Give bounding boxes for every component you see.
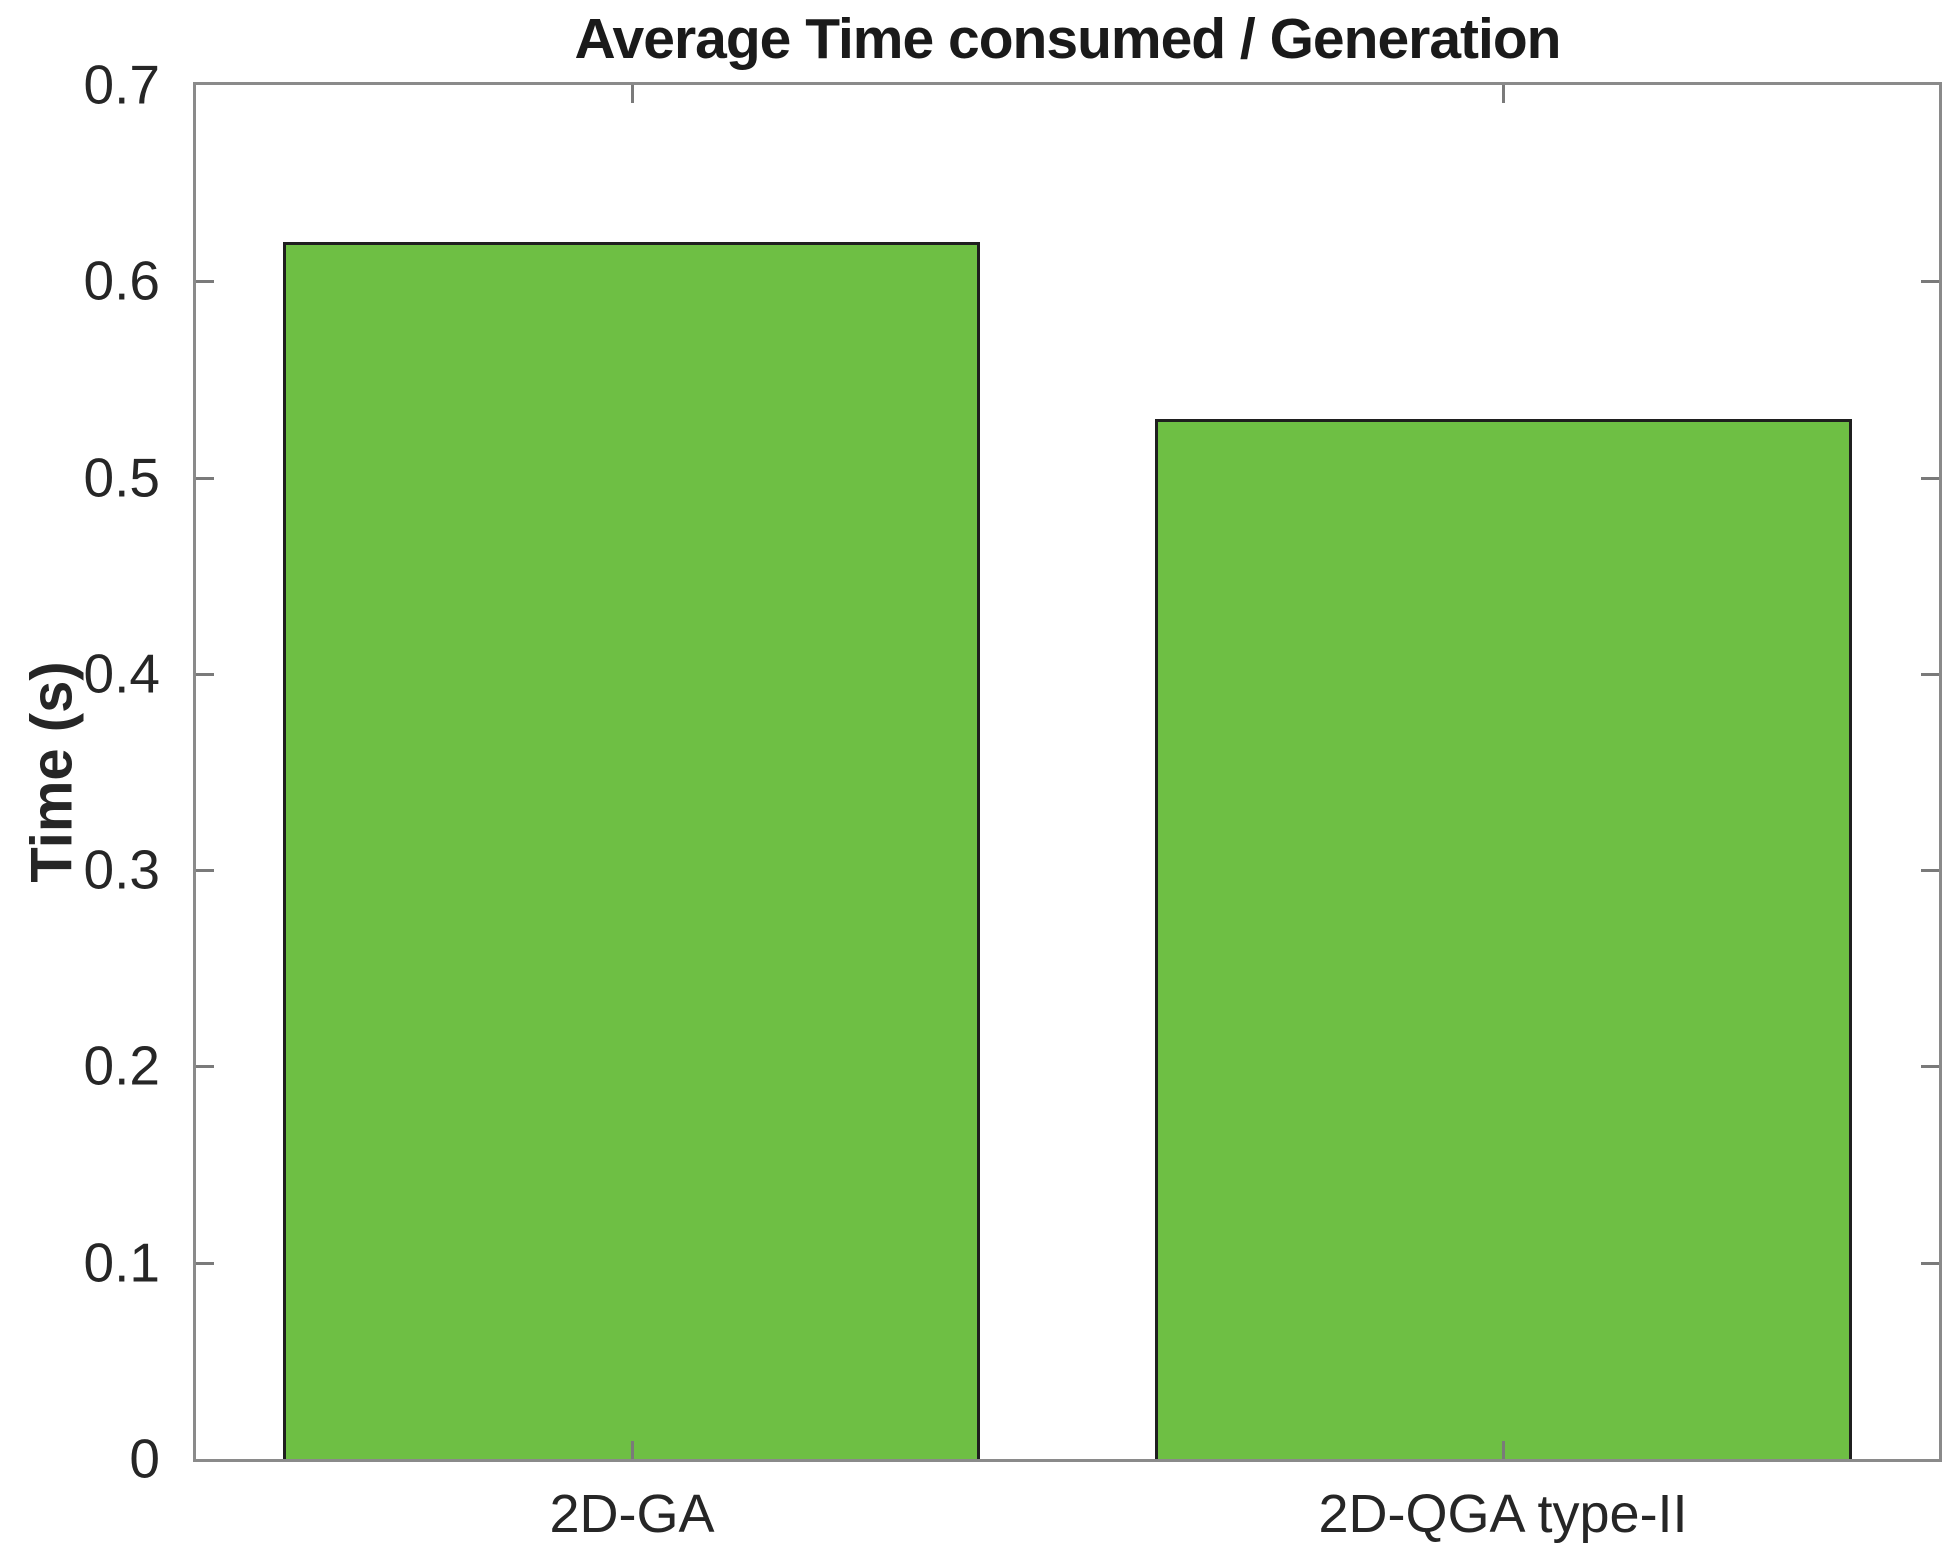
y-tick-label: 0.4 [83, 642, 160, 705]
y-tick-mark-left [196, 1065, 214, 1068]
y-tick-mark-right [1921, 869, 1939, 872]
y-tick-label: 0 [129, 1427, 160, 1490]
x-tick-mark-top [1502, 85, 1505, 103]
x-tick-label: 2D-QGA type-II [1318, 1484, 1688, 1544]
y-tick-mark-right [1921, 1262, 1939, 1265]
y-tick-mark-left [196, 280, 214, 283]
y-tick-mark-left [196, 477, 214, 480]
y-tick-mark-left [196, 1262, 214, 1265]
y-tick-label: 0.3 [83, 838, 160, 901]
chart-title: Average Time consumed / Generation [574, 7, 1562, 71]
bar-2d-ga [283, 242, 980, 1459]
y-tick-mark-right [1921, 477, 1939, 480]
y-tick-label: 0.5 [83, 446, 160, 509]
bar-2d-qga-type-ii [1155, 419, 1852, 1459]
x-tick-label: 2D-GA [549, 1484, 715, 1544]
y-tick-label: 0.2 [83, 1034, 160, 1097]
y-tick-label: 0.7 [83, 53, 160, 116]
y-tick-mark-right [1921, 280, 1939, 283]
x-tick-mark-bottom [631, 1441, 634, 1459]
y-tick-mark-right [1921, 1065, 1939, 1068]
x-tick-mark-top [631, 85, 634, 103]
y-tick-mark-left [196, 869, 214, 872]
x-tick-mark-bottom [1502, 1441, 1505, 1459]
y-tick-label: 0.1 [83, 1231, 160, 1294]
y-tick-mark-right [1921, 673, 1939, 676]
y-tick-label: 0.6 [83, 249, 160, 312]
y-tick-mark-left [196, 673, 214, 676]
plot-area [193, 82, 1942, 1462]
